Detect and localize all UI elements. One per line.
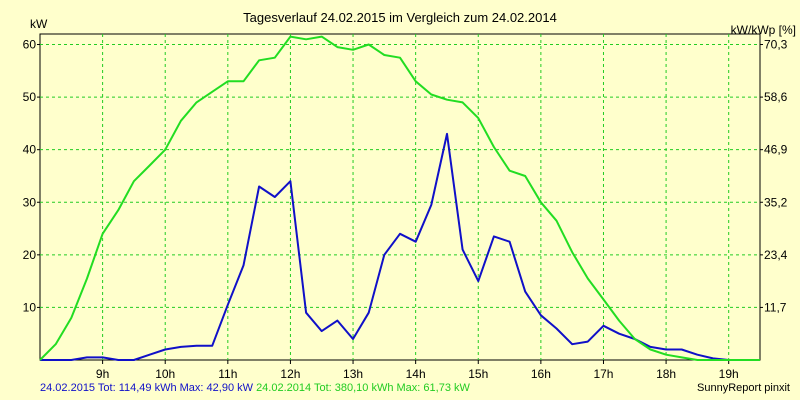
y-tick-label: 30 — [23, 195, 37, 209]
y2-tick-label: 23,4 — [764, 248, 788, 262]
y-tick-label: 60 — [23, 38, 37, 52]
x-tick-label: 14h — [406, 367, 426, 381]
x-tick-label: 9h — [96, 367, 109, 381]
y-tick-label: 10 — [23, 300, 37, 314]
plot-frame — [39, 33, 761, 361]
series-line-2014 — [39, 35, 760, 361]
y-tick-label: 20 — [23, 248, 37, 262]
y2-tick-label: 11,7 — [764, 300, 787, 314]
x-tick-label: 15h — [468, 367, 488, 381]
chart-title: Tagesverlauf 24.02.2015 im Vergleich zum… — [243, 10, 557, 25]
x-tick-label: 10h — [155, 367, 175, 381]
y2-tick-label: 46,9 — [764, 143, 788, 157]
series-2014-summary: 24.02.2014 Tot: 380,10 kWh Max: 61,73 kW — [256, 382, 470, 394]
y-axis-left-label: kW — [30, 17, 48, 31]
x-tick-label: 17h — [593, 367, 613, 381]
series-2015-summary: 24.02.2015 Tot: 114,49 kWh Max: 42,90 kW — [40, 382, 253, 394]
y2-tick-label: 70,3 — [764, 38, 788, 52]
y2-tick-label: 35,2 — [764, 195, 788, 209]
y2-tick-label: 58,6 — [764, 90, 788, 104]
credit-text: SunnyReport pinxit — [697, 382, 790, 394]
x-tick-label: 18h — [656, 367, 676, 381]
footer-summary: 24.02.2015 Tot: 114,49 kWh Max: 42,90 kW… — [40, 382, 470, 394]
y-tick-label: 40 — [23, 143, 37, 157]
x-tick-label: 13h — [343, 367, 363, 381]
y-tick-label: 50 — [23, 90, 37, 104]
x-tick-label: 12h — [280, 367, 300, 381]
x-tick-label: 19h — [719, 367, 739, 381]
x-tick-label: 11h — [218, 367, 237, 381]
plot-area: 9h 10h 11h 12h 13h 14h 15h 16h 17h 18h 19h 10 11,7 20… — [23, 33, 788, 381]
x-tick-label: 16h — [531, 367, 551, 381]
